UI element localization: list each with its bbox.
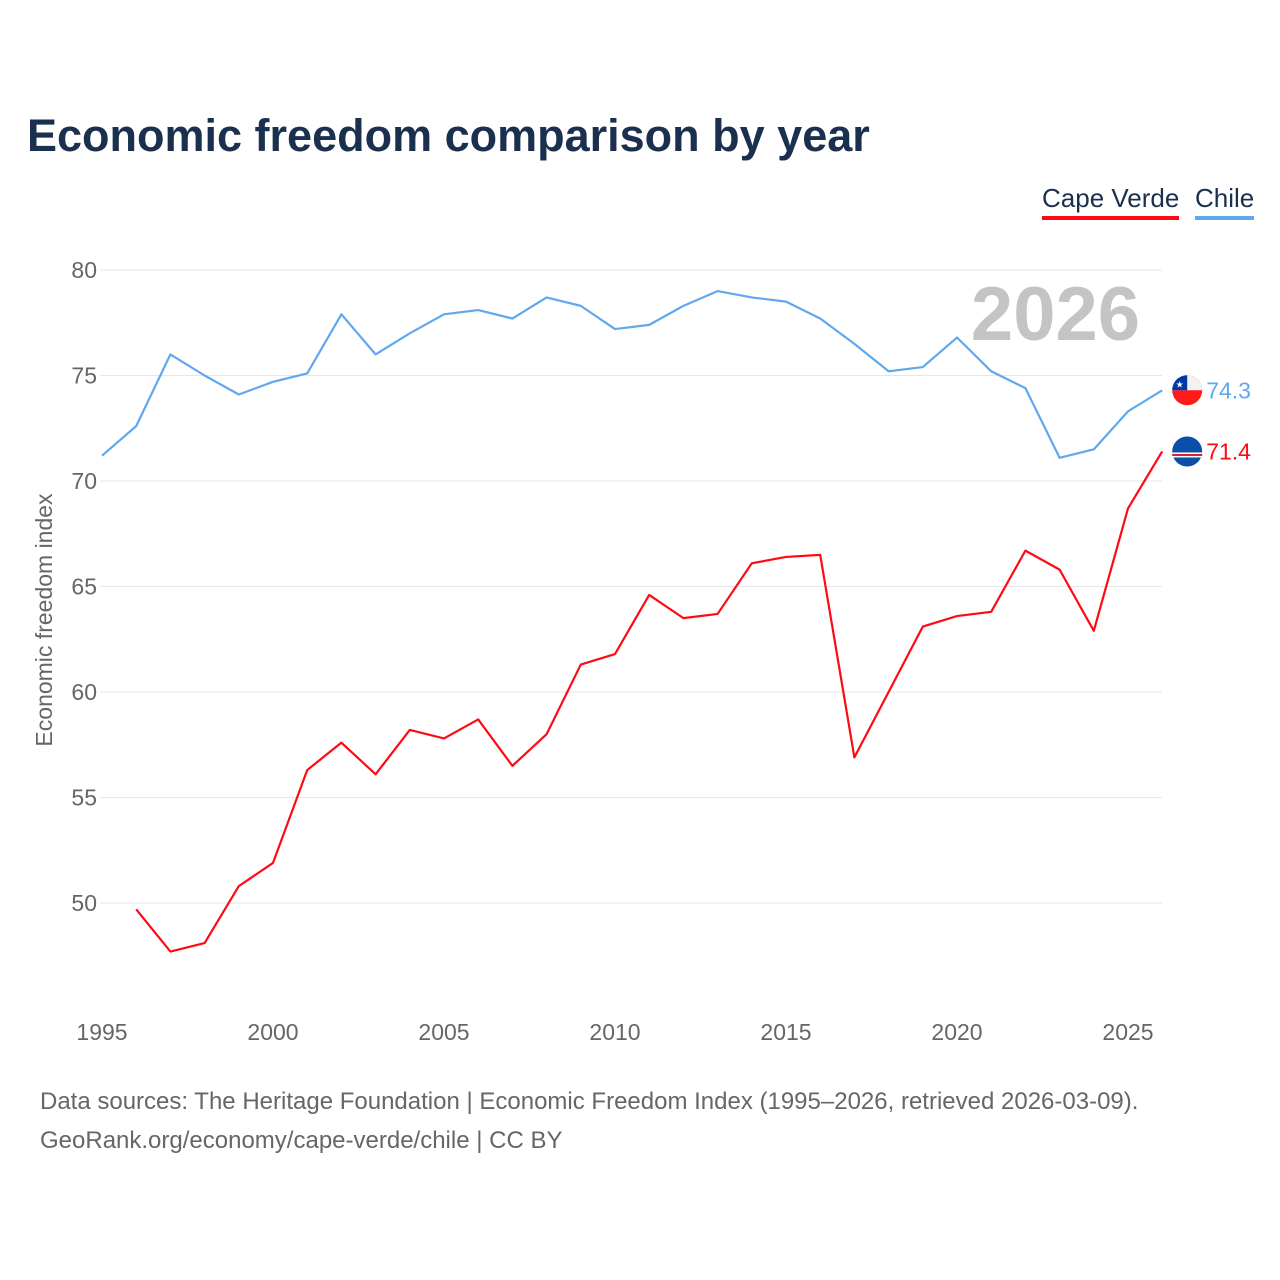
data-point <box>578 303 584 309</box>
data-point <box>441 311 447 317</box>
y-tick-label: 50 <box>71 890 97 916</box>
data-point <box>680 615 686 621</box>
data-point <box>475 307 481 313</box>
x-tick-label: 2000 <box>247 1019 298 1045</box>
end-value-label: 71.4 <box>1206 438 1251 464</box>
source-line-2: GeoRank.org/economy/cape-verde/chile | C… <box>40 1127 563 1154</box>
data-point <box>133 906 139 912</box>
data-point <box>920 364 926 370</box>
data-point <box>133 423 139 429</box>
data-point <box>236 391 242 397</box>
data-point <box>988 368 994 374</box>
svg-text:★: ★ <box>1176 379 1184 389</box>
data-point <box>954 613 960 619</box>
data-point <box>749 294 755 300</box>
data-point <box>886 689 892 695</box>
data-point <box>1057 455 1063 461</box>
data-point <box>1159 387 1165 393</box>
data-point <box>509 316 515 322</box>
data-point <box>99 453 105 459</box>
data-point <box>270 860 276 866</box>
cape-verde-flag-icon <box>1172 436 1203 467</box>
data-point <box>544 294 550 300</box>
data-point <box>920 624 926 630</box>
data-point <box>612 651 618 657</box>
data-point <box>646 322 652 328</box>
x-tick-label: 2005 <box>418 1019 469 1045</box>
data-point <box>373 351 379 357</box>
data-point <box>646 592 652 598</box>
data-point <box>544 731 550 737</box>
data-point <box>1159 448 1165 454</box>
x-tick-label: 1995 <box>76 1019 127 1045</box>
data-point <box>338 311 344 317</box>
y-tick-label: 60 <box>71 679 97 705</box>
data-point <box>988 609 994 615</box>
data-point <box>1091 628 1097 634</box>
data-point <box>509 763 515 769</box>
data-point <box>851 341 857 347</box>
data-point <box>851 754 857 760</box>
data-point <box>1125 505 1131 511</box>
source-line-1: Data sources: The Heritage Foundation | … <box>40 1088 1139 1115</box>
data-point <box>304 767 310 773</box>
legend-cape-verde[interactable]: Cape Verde <box>1042 183 1180 220</box>
data-point <box>1125 408 1131 414</box>
data-point <box>783 299 789 305</box>
data-point <box>167 949 173 955</box>
data-point <box>202 373 208 379</box>
data-point <box>373 771 379 777</box>
x-tick-label: 2010 <box>589 1019 640 1045</box>
data-point <box>167 351 173 357</box>
y-tick-label: 70 <box>71 468 97 494</box>
data-point <box>817 316 823 322</box>
data-point <box>954 335 960 341</box>
y-tick-label: 75 <box>71 363 97 389</box>
data-point <box>304 370 310 376</box>
x-tick-label: 2025 <box>1102 1019 1153 1045</box>
data-point <box>407 727 413 733</box>
series-line-chile <box>101 290 1163 459</box>
data-point <box>783 554 789 560</box>
chart-title: Economic freedom comparison by year <box>27 110 870 161</box>
data-point <box>202 940 208 946</box>
data-point <box>612 326 618 332</box>
data-point <box>1022 548 1028 554</box>
data-point <box>578 662 584 668</box>
data-point <box>441 735 447 741</box>
data-point <box>1057 567 1063 573</box>
data-point <box>715 611 721 617</box>
data-point <box>407 330 413 336</box>
data-point <box>715 288 721 294</box>
y-axis-label: Economic freedom index <box>31 493 57 747</box>
series-line-cape-verde <box>135 450 1164 953</box>
data-point <box>338 740 344 746</box>
data-point <box>1091 446 1097 452</box>
chile-flag-icon: ★ <box>1172 375 1203 406</box>
end-value-label: 74.3 <box>1206 377 1251 403</box>
year-watermark: 2026 <box>971 272 1140 357</box>
data-point <box>817 552 823 558</box>
data-point <box>236 883 242 889</box>
y-tick-label: 55 <box>71 785 97 811</box>
legend-chile[interactable]: Chile <box>1195 183 1255 220</box>
data-point <box>1022 385 1028 391</box>
x-tick-label: 2015 <box>760 1019 811 1045</box>
y-tick-label: 65 <box>71 574 97 600</box>
data-point <box>270 379 276 385</box>
data-point <box>475 716 481 722</box>
data-point <box>749 560 755 566</box>
data-point <box>680 303 686 309</box>
x-tick-label: 2020 <box>931 1019 982 1045</box>
data-point <box>886 368 892 374</box>
y-tick-label: 80 <box>71 257 97 283</box>
